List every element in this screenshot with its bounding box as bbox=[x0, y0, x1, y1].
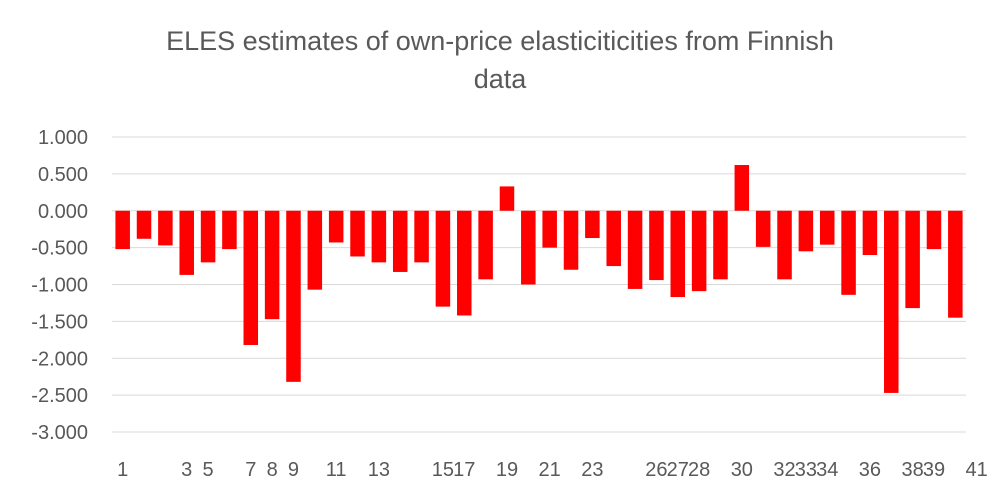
y-tick-label: -0.500 bbox=[31, 238, 88, 260]
x-tick-label: 17 bbox=[453, 459, 475, 481]
bar bbox=[713, 210, 728, 280]
bar bbox=[649, 210, 664, 281]
bar bbox=[350, 210, 365, 257]
x-tick-label: 5 bbox=[203, 459, 214, 481]
bar bbox=[200, 210, 216, 263]
bar bbox=[457, 210, 472, 316]
x-tick-label: 13 bbox=[368, 459, 390, 481]
x-tick-label: 3 bbox=[181, 459, 192, 481]
bar bbox=[841, 210, 856, 295]
x-tick-label: 11 bbox=[326, 459, 347, 481]
bar bbox=[948, 210, 963, 318]
bar bbox=[691, 210, 707, 292]
bar bbox=[563, 210, 579, 270]
x-tick-label: 7 bbox=[245, 459, 256, 481]
bar bbox=[478, 210, 493, 280]
bar bbox=[158, 210, 173, 246]
bar bbox=[926, 210, 942, 250]
x-axis-tick-labels: 1 3 5 7 8 9 11 13 15 17 19 21 23 26 27 28 30 32 33 34 36 38 39… bbox=[117, 459, 988, 481]
bar bbox=[414, 210, 429, 263]
x-tick-label: 9 bbox=[288, 459, 299, 481]
x-tick-label: 1 bbox=[117, 459, 128, 481]
bar bbox=[627, 210, 643, 289]
y-tick-label: -3.000 bbox=[31, 422, 88, 444]
x-tick-label: 8 bbox=[267, 459, 278, 481]
bar bbox=[264, 210, 280, 320]
x-tick-label: 15 bbox=[432, 459, 454, 481]
y-tick-label: 0.500 bbox=[38, 164, 88, 186]
x-tick-label: 27 bbox=[667, 459, 689, 481]
x-tick-label: 19 bbox=[496, 459, 518, 481]
bar bbox=[670, 210, 686, 298]
bar bbox=[328, 210, 344, 243]
x-tick-label: 23 bbox=[581, 459, 603, 481]
y-tick-label: 0.000 bbox=[38, 201, 88, 223]
x-tick-label: 21 bbox=[539, 459, 561, 481]
bar bbox=[307, 210, 323, 290]
x-tick-label: 26 bbox=[645, 459, 667, 481]
chart-title-line-2: data bbox=[473, 64, 527, 94]
gridlines bbox=[112, 136, 966, 433]
x-tick-label: 36 bbox=[859, 459, 881, 481]
y-tick-label: 1.000 bbox=[38, 127, 88, 149]
x-tick-label: 39 bbox=[923, 459, 945, 481]
y-tick-label: -1.000 bbox=[31, 275, 88, 297]
x-tick-label: 38 bbox=[902, 459, 924, 481]
bar bbox=[606, 210, 621, 267]
bar bbox=[222, 210, 237, 250]
x-tick-label: 28 bbox=[688, 459, 710, 481]
bar bbox=[884, 210, 899, 393]
bar bbox=[585, 210, 600, 239]
x-tick-label: 41 bbox=[966, 459, 988, 481]
y-tick-label: -2.500 bbox=[31, 385, 88, 407]
x-tick-label: 32 bbox=[773, 459, 795, 481]
bar bbox=[734, 165, 750, 211]
bar bbox=[905, 210, 920, 309]
bar bbox=[392, 210, 408, 272]
chart-title-line-1: ELES estimates of own-price elasticitici… bbox=[166, 26, 834, 56]
x-tick-label: 34 bbox=[816, 459, 838, 481]
bar bbox=[179, 210, 194, 275]
bar bbox=[798, 210, 814, 252]
bar bbox=[371, 210, 387, 263]
bar bbox=[755, 210, 771, 247]
bar bbox=[521, 210, 536, 285]
bars bbox=[115, 165, 963, 393]
bar bbox=[136, 210, 152, 239]
bar bbox=[286, 210, 301, 382]
y-tick-label: -1.500 bbox=[31, 311, 88, 333]
bar bbox=[435, 210, 451, 307]
bar bbox=[819, 210, 835, 245]
bar bbox=[499, 186, 515, 211]
y-axis-tick-labels: 1.000 0.500 0.000 -0.500 -1.000 -1.500 -2.000 -… bbox=[31, 127, 88, 444]
y-tick-label: -2.000 bbox=[31, 348, 88, 370]
bar bbox=[542, 210, 557, 248]
chart-title: ELES estimates of own-price elasticitici… bbox=[0, 22, 1000, 98]
bar bbox=[862, 210, 878, 255]
bar bbox=[777, 210, 792, 280]
x-tick-label: 30 bbox=[731, 459, 753, 481]
bar bbox=[243, 210, 259, 345]
x-tick-label: 33 bbox=[795, 459, 817, 481]
bar bbox=[115, 210, 130, 250]
